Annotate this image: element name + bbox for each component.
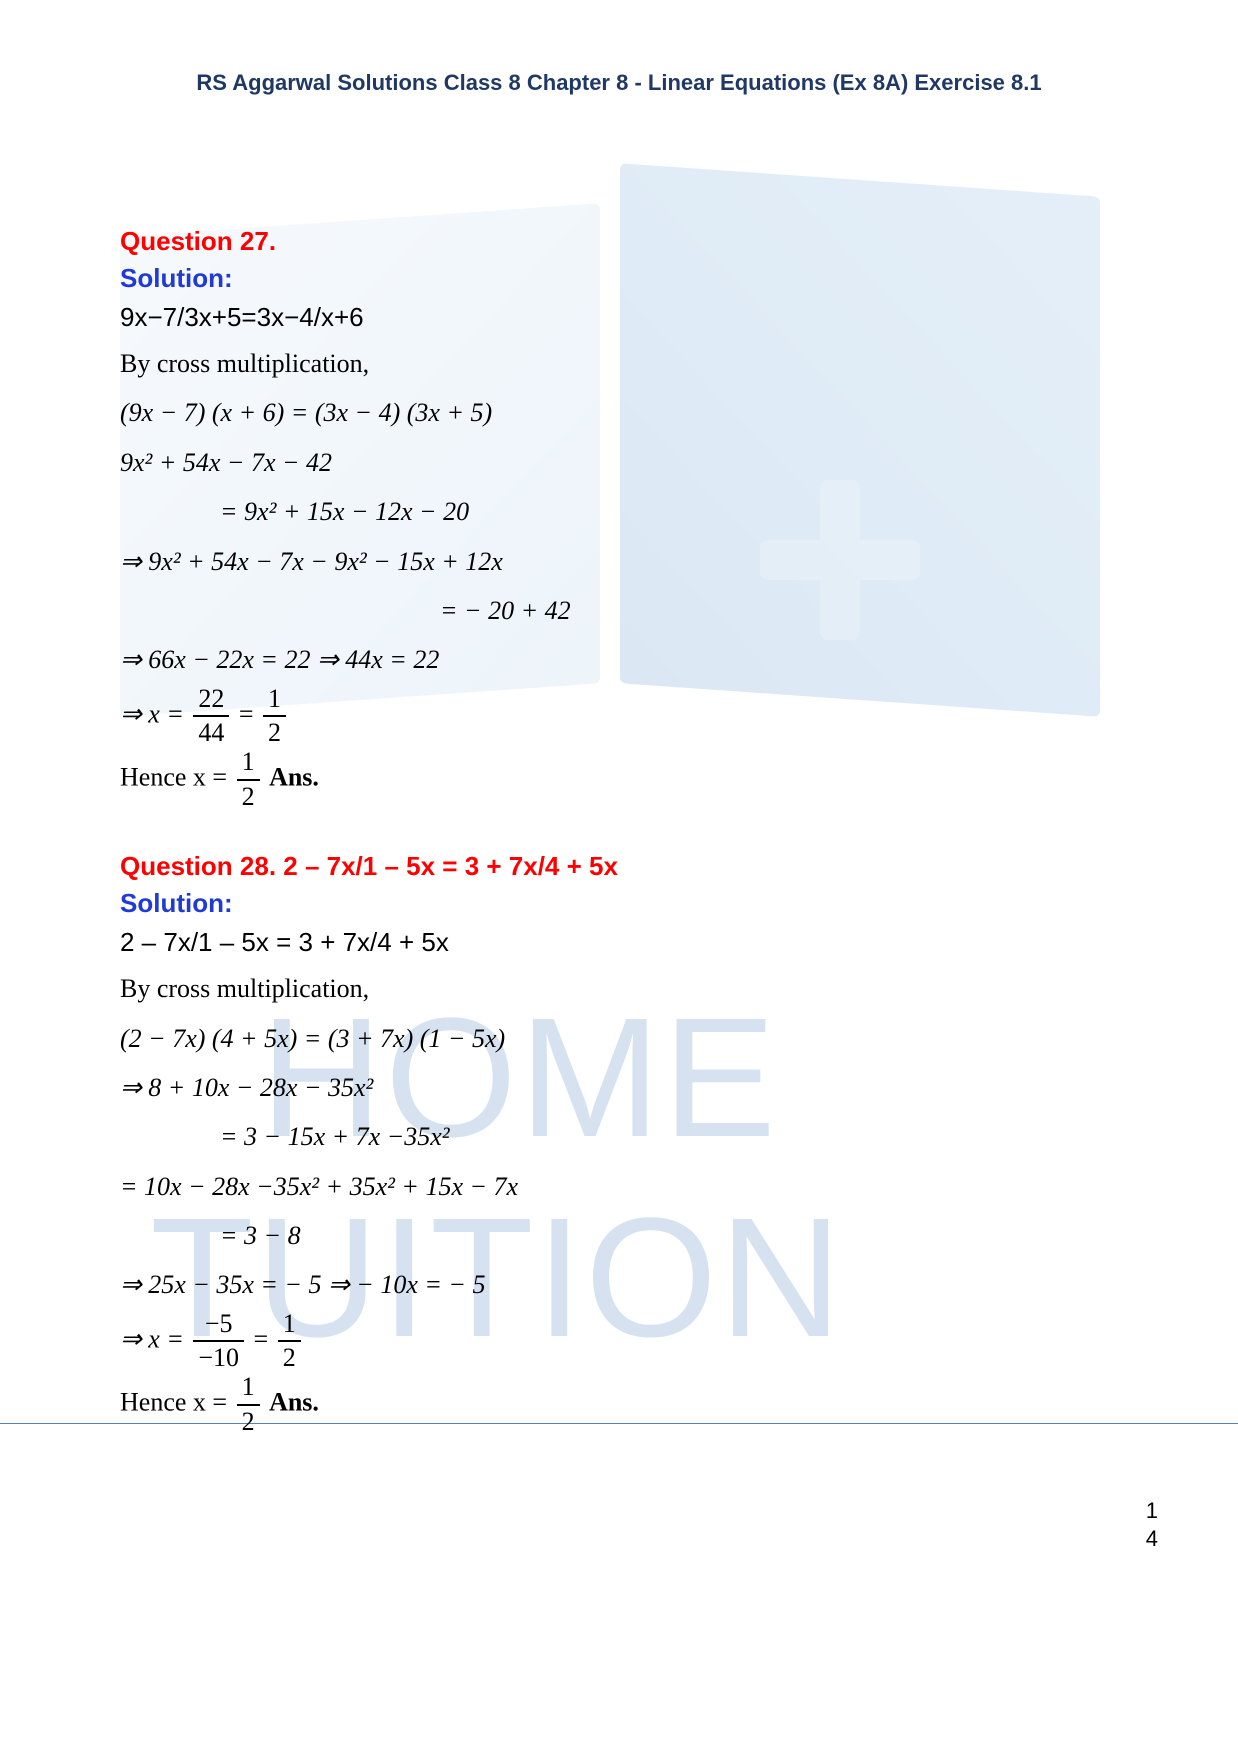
q27-l9-prefix: Hence x = — [120, 762, 234, 791]
page-number-bottom: 4 — [1146, 1525, 1158, 1554]
q27-l8-prefix: ⇒ x = — [120, 699, 190, 728]
q28-l8-prefix: ⇒ x = — [120, 1324, 190, 1353]
q27-l8-frac1-den: 44 — [193, 717, 229, 748]
q28-solution-block: By cross multiplication, (2 − 7x) (4 + 5… — [120, 964, 1118, 1436]
q28-l9-ans: Ans. — [269, 1388, 319, 1417]
q27-l9-frac-den: 2 — [237, 781, 260, 812]
q27-l9-ans: Ans. — [269, 762, 319, 791]
q27-line-4: = 9x² + 15x − 12x − 20 — [120, 487, 1118, 536]
q28-l8-frac2: 1 2 — [278, 1310, 301, 1373]
q28-l8-frac2-num: 1 — [278, 1310, 301, 1343]
question-28-label: Question 28. 2 – 7x/1 – 5x = 3 + 7x/4 + … — [120, 851, 1118, 882]
q28-l8-frac1-den: −10 — [193, 1342, 244, 1373]
q27-l9-frac-num: 1 — [237, 748, 260, 781]
q27-l8-frac1: 22 44 — [193, 685, 229, 748]
q28-line-8: ⇒ x = −5 −10 = 1 2 — [120, 1310, 1118, 1373]
q28-line-4: = 3 − 15x + 7x −35x² — [120, 1112, 1118, 1161]
q28-l9-frac: 1 2 — [237, 1373, 260, 1436]
q28-l9-prefix: Hence x = — [120, 1388, 234, 1417]
q27-line-2: (9x − 7) (x + 6) = (3x − 4) (3x + 5) — [120, 388, 1118, 437]
page-number-top: 1 — [1146, 1497, 1158, 1526]
page-number: 1 4 — [1146, 1497, 1158, 1554]
q28-l8-frac1-num: −5 — [193, 1310, 244, 1343]
q28-line-7: ⇒ 25x − 35x = − 5 ⇒ − 10x = − 5 — [120, 1260, 1118, 1309]
question-27-label: Question 27. — [120, 226, 1118, 257]
solution-27-label: Solution: — [120, 263, 1118, 294]
q28-equation-text: 2 – 7x/1 – 5x = 3 + 7x/4 + 5x — [120, 927, 449, 957]
q27-l8-frac2-num: 1 — [263, 685, 286, 718]
q28-l8-eq: = — [254, 1324, 275, 1353]
q28-line-2: (2 − 7x) (4 + 5x) = (3 + 7x) (1 − 5x) — [120, 1014, 1118, 1063]
q27-line-1: By cross multiplication, — [120, 339, 1118, 388]
q27-l8-frac2-den: 2 — [263, 717, 286, 748]
page-header: RS Aggarwal Solutions Class 8 Chapter 8 … — [120, 70, 1118, 96]
solution-28-label: Solution: — [120, 888, 1118, 919]
q28-line-1: By cross multiplication, — [120, 964, 1118, 1013]
q28-l8-frac2-den: 2 — [278, 1342, 301, 1373]
q27-l8-frac1-num: 22 — [193, 685, 229, 718]
q27-line-8: ⇒ x = 22 44 = 1 2 — [120, 685, 1118, 748]
q28-l9-frac-num: 1 — [237, 1373, 260, 1406]
q27-equation: 9x−7/3x+5=3x−4/x+6 — [120, 302, 1118, 333]
q28-l9-frac-den: 2 — [237, 1406, 260, 1437]
q27-l9-frac: 1 2 — [237, 748, 260, 811]
q28-line-5: = 10x − 28x −35x² + 35x² + 15x − 7x — [120, 1162, 1118, 1211]
q27-line-7: ⇒ 66x − 22x = 22 ⇒ 44x = 22 — [120, 635, 1118, 684]
q28-l8-frac1: −5 −10 — [193, 1310, 244, 1373]
q27-equation-text: 9x−7/3x+5=3x−4/x+6 — [120, 302, 364, 332]
q27-line-5: ⇒ 9x² + 54x − 7x − 9x² − 15x + 12x — [120, 537, 1118, 586]
q27-solution-block: By cross multiplication, (9x − 7) (x + 6… — [120, 339, 1118, 811]
q27-line-6: = − 20 + 42 — [120, 586, 1118, 635]
q28-line-6: = 3 − 8 — [120, 1211, 1118, 1260]
q27-l8-frac2: 1 2 — [263, 685, 286, 748]
q27-line-3: 9x² + 54x − 7x − 42 — [120, 438, 1118, 487]
q28-line-9: Hence x = 1 2 Ans. — [120, 1373, 1118, 1436]
page-content: RS Aggarwal Solutions Class 8 Chapter 8 … — [0, 0, 1238, 1496]
q28-equation: 2 – 7x/1 – 5x = 3 + 7x/4 + 5x — [120, 927, 1118, 958]
q27-l8-eq: = — [239, 699, 260, 728]
q28-line-3: ⇒ 8 + 10x − 28x − 35x² — [120, 1063, 1118, 1112]
q27-line-9: Hence x = 1 2 Ans. — [120, 748, 1118, 811]
